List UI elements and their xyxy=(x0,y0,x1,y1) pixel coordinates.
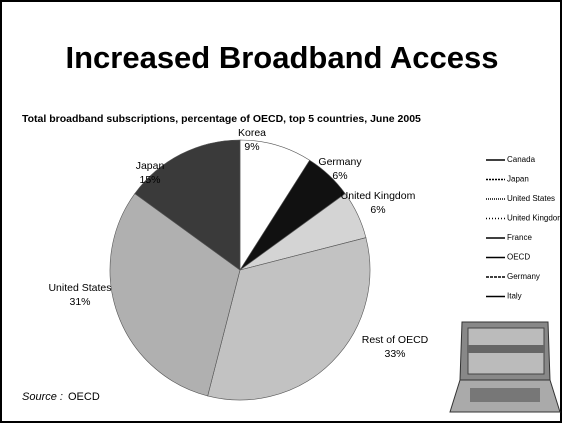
legend-label: OECD xyxy=(507,253,530,262)
slice-value-label: 6% xyxy=(332,170,347,182)
chart-title: Total broadband subscriptions, percentag… xyxy=(22,113,421,125)
slice-label: Rest of OECD xyxy=(362,334,429,346)
slice-label: United Kingdom xyxy=(341,190,416,202)
slide-title: Increased Broadband Access xyxy=(65,40,498,75)
slice-label: United States xyxy=(48,282,111,294)
pie-slice xyxy=(109,193,241,397)
legend-label: France xyxy=(507,233,532,242)
slice-value-label: 31% xyxy=(69,296,90,308)
pie-slice xyxy=(134,139,241,271)
pie-slice xyxy=(207,237,371,401)
legend-label: Germany xyxy=(507,272,540,281)
legend-label: Japan xyxy=(507,175,529,184)
source-label: Source : xyxy=(22,391,63,403)
source: OECD xyxy=(68,391,100,403)
slice-label: Germany xyxy=(318,156,362,168)
laptop-image xyxy=(449,321,561,413)
slice-value-label: 9% xyxy=(244,141,259,153)
slice-label: Japan xyxy=(136,160,165,172)
slice-value-label: 15% xyxy=(139,174,160,186)
slice-label: Korea xyxy=(238,127,266,139)
legend-label: United Kingdon xyxy=(507,214,562,223)
legend-label: United States xyxy=(507,194,555,203)
legend-label: Canada xyxy=(507,155,536,164)
slice-value-label: 33% xyxy=(384,348,405,360)
slice-value-label: 6% xyxy=(370,204,385,216)
legend-label: Italy xyxy=(507,292,522,301)
